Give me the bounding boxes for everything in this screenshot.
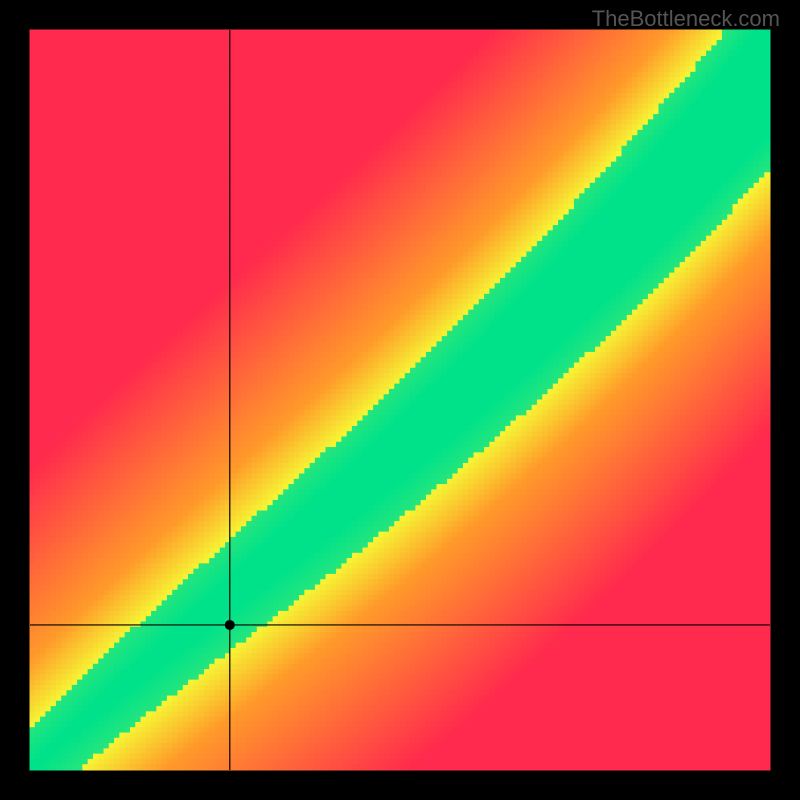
crosshair-marker: [225, 620, 235, 630]
chart-container: TheBottleneck.com: [0, 0, 800, 800]
heatmap-chart: [0, 0, 800, 800]
watermark-text: TheBottleneck.com: [592, 6, 780, 32]
